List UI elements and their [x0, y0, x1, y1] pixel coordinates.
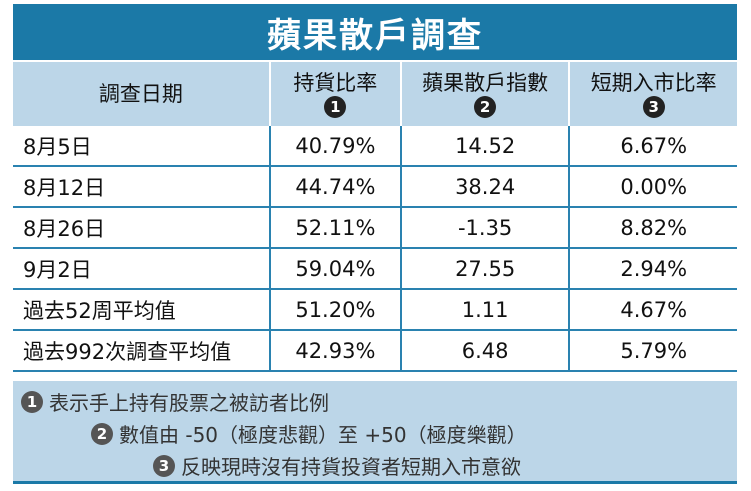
table-row: 9月2日 59.04% 27.55 2.94% — [13, 249, 737, 290]
row-entry-ratio: 4.67% — [568, 290, 737, 329]
row-retail-index: 27.55 — [399, 249, 569, 288]
table-body: 8月5日 40.79% 14.52 6.67% 8月12日 44.74% 38.… — [13, 126, 737, 372]
footnote-3: 3 反映現時沒有持貨投資者短期入市意欲 — [153, 451, 521, 480]
row-entry-ratio: 2.94% — [568, 249, 737, 288]
footnote-1-badge-icon: 1 — [21, 390, 43, 413]
row-date: 過去52周平均值 — [23, 298, 176, 323]
row-date: 過去992次調查平均值 — [23, 339, 232, 364]
row-date: 8月12日 — [23, 175, 106, 200]
row-holding-ratio: 51.20% — [268, 290, 400, 329]
note-3-badge-icon: 3 — [642, 96, 665, 118]
row-holding-ratio: 40.79% — [268, 126, 400, 165]
header-holding-ratio: 持貨比率 1 — [268, 62, 400, 126]
row-holding-ratio: 52.11% — [268, 208, 400, 247]
header-retail-index: 蘋果散戶指數 2 — [399, 62, 569, 126]
table-row: 過去992次調查平均值 42.93% 6.48 5.79% — [13, 331, 737, 372]
row-date: 8月26日 — [23, 216, 106, 241]
header-entry-ratio-label: 短期入市比率 — [590, 71, 717, 95]
bottom-divider — [13, 481, 737, 484]
footnote-1: 1 表示手上持有股票之被訪者比例 — [21, 387, 329, 416]
header-entry-ratio: 短期入市比率 3 — [568, 62, 737, 126]
row-date: 9月2日 — [23, 257, 92, 282]
footnote-3-text: 反映現時沒有持貨投資者短期入市意欲 — [181, 455, 521, 479]
footnote-3-badge-icon: 3 — [153, 454, 175, 477]
footnote-1-text: 表示手上持有股票之被訪者比例 — [49, 391, 329, 415]
row-entry-ratio: 5.79% — [568, 331, 737, 370]
table-row: 8月12日 44.74% 38.24 0.00% — [13, 167, 737, 208]
row-entry-ratio: 8.82% — [568, 208, 737, 247]
header-retail-index-label: 蘋果散戶指數 — [422, 71, 549, 95]
footnotes: 1 表示手上持有股票之被訪者比例 2 數值由 -50（極度悲觀）至 +50（極度… — [13, 381, 737, 481]
row-holding-ratio: 42.93% — [268, 331, 400, 370]
survey-title: 蘋果散戶調查 — [13, 4, 737, 60]
note-1-badge-icon: 1 — [324, 96, 347, 118]
row-date: 8月5日 — [23, 134, 92, 159]
table-row: 8月5日 40.79% 14.52 6.67% — [13, 126, 737, 167]
row-retail-index: -1.35 — [399, 208, 569, 247]
header-date-label: 調查日期 — [98, 82, 183, 106]
header-date: 調查日期 — [13, 62, 269, 126]
table-row: 過去52周平均值 51.20% 1.11 4.67% — [13, 290, 737, 331]
footnote-2-badge-icon: 2 — [91, 422, 113, 445]
row-entry-ratio: 0.00% — [568, 167, 737, 206]
row-holding-ratio: 44.74% — [268, 167, 400, 206]
table-row: 8月26日 52.11% -1.35 8.82% — [13, 208, 737, 249]
footnote-2-text: 數值由 -50（極度悲觀）至 +50（極度樂觀） — [119, 423, 527, 447]
note-2-badge-icon: 2 — [474, 96, 497, 118]
row-retail-index: 1.11 — [399, 290, 569, 329]
table-header: 調查日期 持貨比率 1 蘋果散戶指數 2 短期入市比率 3 — [13, 62, 737, 126]
row-entry-ratio: 6.67% — [568, 126, 737, 165]
header-holding-ratio-label: 持貨比率 — [293, 71, 378, 95]
row-retail-index: 14.52 — [399, 126, 569, 165]
footnote-2: 2 數值由 -50（極度悲觀）至 +50（極度樂觀） — [91, 419, 527, 448]
row-holding-ratio: 59.04% — [268, 249, 400, 288]
row-retail-index: 6.48 — [399, 331, 569, 370]
row-retail-index: 38.24 — [399, 167, 569, 206]
